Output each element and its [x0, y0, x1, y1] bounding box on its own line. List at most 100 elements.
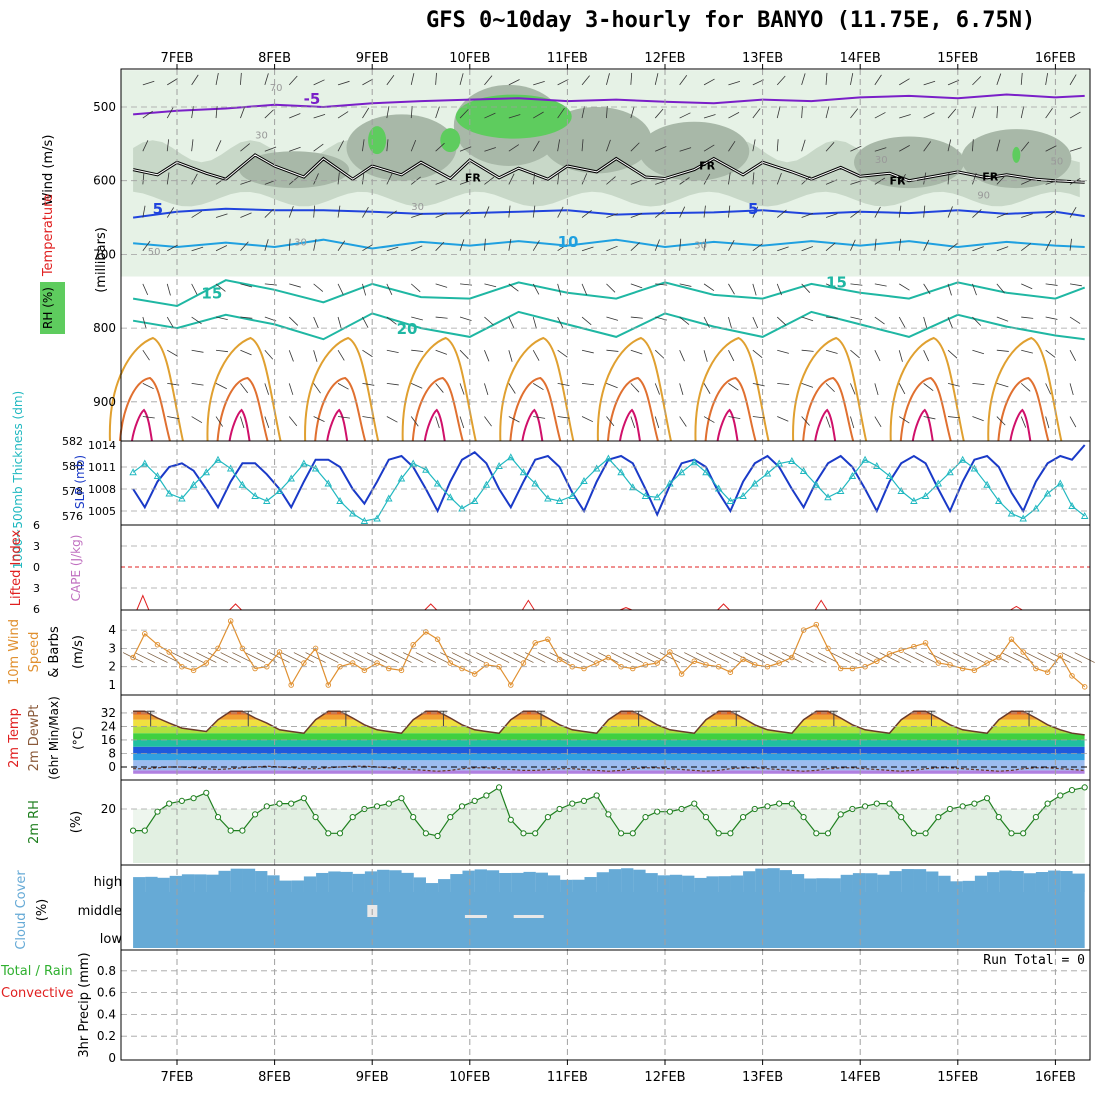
wind-barb — [215, 73, 219, 85]
precip-tick-label: 0 — [108, 1051, 116, 1065]
wind-speed-marker — [398, 667, 405, 674]
thickness-marker — [129, 468, 137, 476]
wind-speed-marker — [1033, 665, 1039, 672]
rh-marker — [995, 814, 1002, 821]
wind-barb — [1069, 238, 1072, 251]
slp-tick-label: 1011 — [88, 461, 116, 474]
rh-marker — [447, 814, 454, 821]
grid-layer — [121, 69, 1090, 1060]
temp-label-line2: 2m DewPt — [27, 705, 42, 772]
wind-barb — [728, 416, 741, 420]
wind-barb — [752, 172, 755, 185]
wind-barb — [1021, 179, 1033, 185]
rh-marker — [898, 814, 905, 821]
wind-barb — [972, 246, 984, 252]
lifted-index-tick-label: 6 — [33, 603, 40, 616]
wind-speed-marker — [789, 654, 795, 661]
rh-marker — [214, 814, 222, 821]
wind-barb — [996, 246, 1009, 252]
thickness-marker — [983, 480, 991, 488]
cloud-high-bar — [206, 874, 219, 892]
wind-barb — [801, 212, 814, 218]
thickness-marker — [470, 497, 479, 504]
wind-barb — [752, 316, 759, 329]
cloud-high-bar — [255, 871, 268, 892]
rh-marker — [458, 803, 466, 810]
temp-tick-label: 0 — [108, 760, 116, 774]
cloud-label-units: (%) — [35, 899, 50, 922]
cloud-high-bar — [352, 873, 365, 892]
wind-barb — [386, 74, 395, 86]
wind-barb — [337, 316, 342, 329]
wind-speed-marker — [630, 665, 636, 672]
wind-barb — [703, 238, 707, 251]
thickness-marker — [799, 467, 808, 474]
wind-barb — [386, 246, 399, 252]
temperature-contour-label: FR — [982, 171, 999, 184]
wind-speed-marker — [301, 660, 307, 666]
cloud-high-bar — [901, 869, 914, 892]
wind-barb — [606, 383, 618, 389]
wind-speed-marker — [386, 665, 392, 672]
wind-barb — [386, 210, 397, 218]
cloud-high-bar — [596, 872, 609, 892]
temperature-contour-30 — [206, 336, 282, 442]
wind-speed-marker — [667, 649, 673, 655]
wind-barb — [728, 205, 731, 218]
wind-barb — [1045, 349, 1056, 358]
wind-barb — [972, 76, 982, 86]
rh-marker — [727, 830, 734, 837]
wind-barb — [728, 140, 736, 152]
rh-marker — [666, 808, 673, 815]
wind-barb — [240, 416, 245, 429]
rh-marker — [227, 827, 234, 834]
thickness-marker — [336, 497, 344, 504]
rh-shading-green — [1012, 146, 1021, 163]
surface-wind-barb — [854, 652, 876, 663]
cloud-high-bar — [840, 874, 853, 892]
temperature-contour-label: FR — [465, 171, 482, 184]
wind-barb — [240, 143, 250, 152]
wind-barb — [459, 109, 469, 119]
wind-barb — [947, 79, 960, 86]
wind-barb — [679, 238, 682, 251]
cloud-high-bar — [499, 872, 512, 892]
wind-barb — [801, 416, 810, 426]
wind-barb — [752, 382, 765, 387]
wind-barb — [557, 79, 569, 86]
wind-barb — [167, 349, 178, 357]
temperature-contour-label: -5 — [304, 90, 321, 108]
wind-barb — [142, 383, 154, 390]
wind-barb — [581, 382, 595, 386]
wind-barb — [1069, 316, 1081, 324]
wind-barb — [410, 73, 415, 85]
wind-barb — [362, 416, 375, 419]
wind-speed-marker — [752, 662, 758, 668]
wind-barb — [337, 240, 346, 251]
wind-barb — [996, 382, 1009, 388]
cloud-high-bar — [645, 873, 658, 892]
wind-barb — [996, 175, 1006, 185]
wind-speed-marker — [984, 660, 990, 666]
thickness-marker — [580, 477, 588, 484]
wind-barb — [679, 283, 692, 287]
rh-marker — [422, 830, 429, 837]
thickness-marker — [641, 492, 650, 499]
wind-barb — [411, 316, 423, 321]
temperature-contour-label: 5 — [153, 200, 163, 218]
wind-barb — [142, 110, 153, 119]
wind-barb — [825, 72, 828, 85]
wind-barb — [215, 106, 218, 119]
wind-barb — [606, 73, 610, 85]
cloud-high-bar — [706, 876, 719, 892]
rh-legend-swatch — [40, 282, 65, 334]
wind-barb — [459, 73, 464, 85]
wind-barb — [752, 243, 763, 252]
wind-barb — [313, 79, 325, 86]
cloud-high-bar — [230, 868, 243, 892]
thickness-line — [132, 456, 1086, 522]
cloud-high-bar — [791, 874, 805, 892]
wind-barb — [996, 283, 1005, 294]
wind-barb — [996, 73, 1002, 86]
